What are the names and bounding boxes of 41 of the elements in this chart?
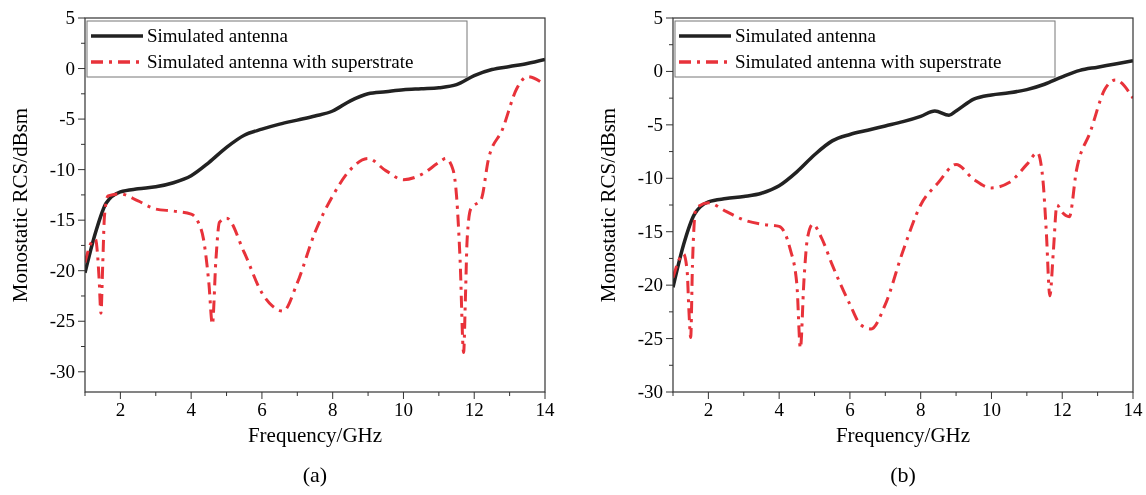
y-axis-title: Monostatic RCS/dBsm [8,107,32,303]
x-tick-label: 6 [257,399,267,420]
y-tick-label: -30 [637,381,663,402]
x-axis-title: Frequency/GHz [835,423,971,447]
y-tick-label: -15 [637,220,663,242]
x-tick-label: 12 [464,399,484,420]
y-tick-label: -5 [647,113,663,135]
x-tick-label: 10 [393,399,413,420]
x-tick-label: 8 [915,399,926,420]
y-tick-label: -10 [637,167,663,189]
x-tick-label: 4 [774,399,785,420]
x-tick-label: 6 [845,399,855,420]
y-tick-label: -25 [49,310,75,332]
y-tick-label: -25 [637,327,663,349]
x-axis-title: Frequency/GHz [247,423,383,447]
y-tick-label: 0 [653,60,663,82]
legend-label: Simulated antenna [147,25,289,46]
text: (b) [890,462,916,487]
y-axis-title: Monostatic RCS/dBsm [596,107,620,303]
x-tick-label: 12 [1052,399,1072,420]
y-tick-label: -5 [59,108,75,130]
y-tick-label: -10 [49,158,75,180]
y-tick-label: -15 [49,209,75,231]
legend-label: Simulated antenna [735,25,877,46]
y-tick-label: -20 [49,259,75,281]
x-tick-label: 8 [327,399,338,420]
legend-label: Simulated antenna with superstrate [735,51,1002,72]
x-tick-label: 4 [186,399,197,420]
legend-label: Simulated antenna with superstrate [147,51,414,72]
y-tick-label: -20 [637,274,663,296]
text: (a) [302,462,328,487]
y-tick-label: 5 [653,7,663,28]
x-tick-label: 14 [535,399,555,420]
y-tick-label: -30 [49,360,75,382]
x-tick-label: 2 [115,399,126,420]
x-tick-label: 10 [981,399,1001,420]
x-tick-label: 14 [1123,399,1143,420]
x-tick-label: 2 [703,399,714,420]
y-tick-label: 5 [65,7,75,28]
line-series [85,57,545,275]
y-tick-label: 0 [65,57,75,79]
